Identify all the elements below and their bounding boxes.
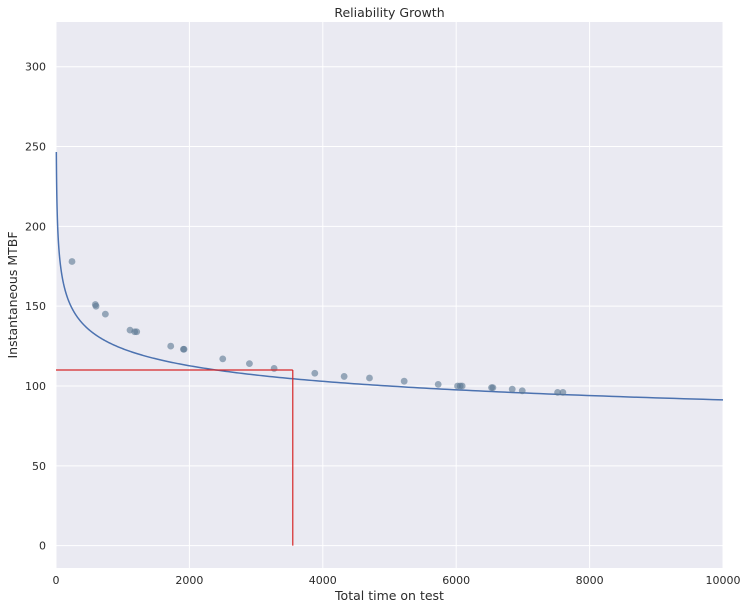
observation-point	[554, 388, 561, 396]
observation-point	[219, 355, 227, 363]
x-tick-label: 8000	[576, 574, 604, 587]
fit-curve	[55, 151, 724, 401]
y-tick-label: 200	[25, 220, 46, 233]
x-tick-label: 10000	[706, 574, 741, 587]
y-axis-ticks: 0 50 100 150 200 250 300	[25, 61, 46, 553]
fit-curve-layer	[55, 151, 724, 401]
chart-title: Reliability Growth	[334, 5, 444, 20]
observation-point	[92, 302, 100, 310]
y-tick-label: 150	[25, 300, 46, 313]
x-tick-label: 0	[53, 574, 60, 587]
x-axis-ticks: 0 2000 4000 6000 8000 10000	[53, 574, 741, 587]
grid-lines	[55, 22, 724, 568]
x-tick-label: 6000	[442, 574, 470, 587]
observation-point	[270, 365, 278, 372]
x-tick-label: 2000	[175, 574, 203, 587]
x-tick-label: 4000	[309, 574, 337, 587]
observation-point	[508, 385, 516, 393]
observation-point	[246, 360, 253, 368]
y-tick-label: 0	[39, 540, 46, 553]
observation-point	[311, 369, 319, 377]
observation-point	[400, 377, 408, 385]
observation-point	[167, 342, 175, 350]
observation-point	[458, 382, 466, 390]
observation-point	[340, 373, 348, 380]
observation-point	[489, 384, 497, 391]
y-tick-label: 50	[32, 460, 46, 473]
observation-point	[180, 345, 188, 353]
target-lines-layer	[56, 369, 294, 546]
x-axis-label: Total time on test	[334, 588, 444, 603]
y-tick-label: 100	[25, 380, 46, 393]
y-tick-label: 300	[25, 61, 46, 74]
y-tick-label: 250	[25, 141, 46, 154]
observations-layer	[68, 258, 567, 396]
observation-point	[366, 374, 373, 382]
observation-point	[133, 328, 141, 336]
plot-area	[56, 22, 723, 568]
observation-point	[434, 381, 442, 388]
observation-point	[101, 310, 109, 318]
y-axis-label: Instantaneous MTBF	[5, 231, 20, 358]
observation-point	[559, 388, 567, 396]
observation-point	[68, 258, 76, 265]
observation-point	[518, 387, 526, 395]
